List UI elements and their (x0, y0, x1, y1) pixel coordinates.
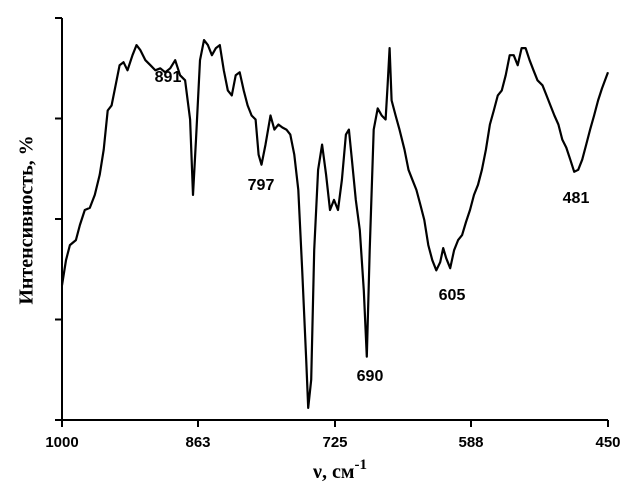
peak-annotation: 891 (155, 69, 182, 86)
peak-annotation: 481 (563, 190, 590, 207)
x-tick-label: 1000 (45, 434, 78, 451)
x-tick-label: 725 (322, 434, 347, 451)
x-axis-label-text: ν, см (312, 461, 354, 483)
x-tick-label: 450 (595, 434, 620, 451)
peak-annotation: 797 (248, 177, 275, 194)
peak-annotation: 605 (439, 287, 466, 304)
x-axis-label-superscript: -1 (354, 457, 367, 473)
x-tick-label: 863 (185, 434, 210, 451)
peak-annotation: 690 (357, 368, 384, 385)
x-tick-label: 588 (458, 434, 483, 451)
x-axis-label: ν, см-1 (312, 457, 367, 483)
spectrum-line (60, 39, 610, 409)
y-axis-label: Интенсивность, % (16, 135, 38, 304)
